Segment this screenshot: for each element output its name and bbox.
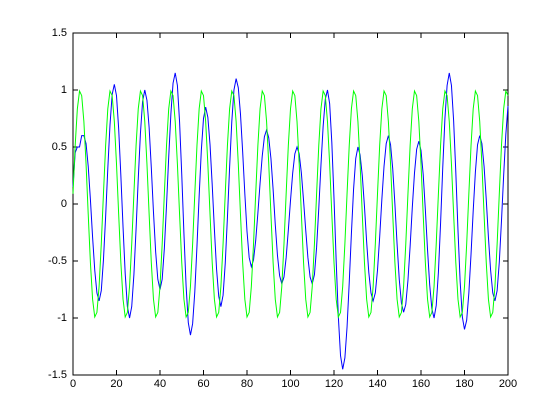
y-tick-label: -1.5 — [48, 369, 67, 381]
y-tick-label: -0.5 — [48, 255, 67, 267]
x-tick-label: 40 — [154, 378, 166, 390]
y-tick-label: 0 — [61, 198, 67, 210]
x-tick-label: 200 — [499, 378, 517, 390]
x-tick-label: 80 — [241, 378, 253, 390]
x-tick-label: 60 — [197, 378, 209, 390]
x-tick-label: 20 — [110, 378, 122, 390]
y-tick-label: -1 — [57, 312, 67, 324]
x-tick-label: 180 — [455, 378, 473, 390]
series-line — [72, 89, 509, 319]
y-tick-label: 1.5 — [52, 27, 67, 39]
x-tick-label: 140 — [368, 378, 386, 390]
series-line — [72, 72, 509, 370]
x-tick-label: 100 — [281, 378, 299, 390]
y-tick-label: 1 — [61, 84, 67, 96]
x-tick-label: 120 — [325, 378, 343, 390]
y-tick-label: 0.5 — [52, 141, 67, 153]
x-tick-label: 0 — [70, 378, 76, 390]
x-tick-label: 160 — [412, 378, 430, 390]
